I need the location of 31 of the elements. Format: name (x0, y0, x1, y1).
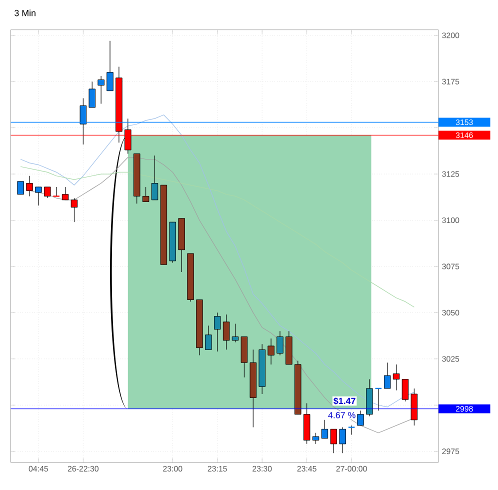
candlestick (205, 325, 212, 350)
candlestick (52, 186, 60, 197)
candlestick (222, 314, 230, 350)
candlestick (348, 425, 356, 435)
candlestick (106, 40, 114, 92)
candlestick (151, 155, 158, 200)
candlestick (80, 98, 87, 145)
candlestick (17, 180, 24, 195)
candlestick (44, 186, 51, 198)
candlestick (214, 312, 221, 352)
candlestick (392, 364, 400, 390)
candlestick (330, 428, 338, 454)
candlestick (268, 338, 274, 365)
candlestick (232, 323, 239, 342)
candlestick (98, 76, 104, 104)
candlestick (62, 186, 69, 200)
candlestick (339, 426, 346, 454)
candlestick (70, 198, 78, 222)
candlestick (321, 419, 328, 439)
candlestick (35, 186, 42, 206)
candlestick (26, 175, 33, 196)
candlestick (312, 432, 320, 444)
annotation: $1.47 (334, 397, 356, 405)
candlestick (88, 81, 96, 108)
candlestick (357, 410, 364, 426)
candlestick (276, 330, 284, 356)
candlestick (142, 186, 150, 202)
candlestick (402, 378, 409, 402)
candlestick (384, 362, 391, 389)
annotation: 4.67 % (328, 412, 356, 418)
chart-title: 3 Min (14, 10, 36, 16)
